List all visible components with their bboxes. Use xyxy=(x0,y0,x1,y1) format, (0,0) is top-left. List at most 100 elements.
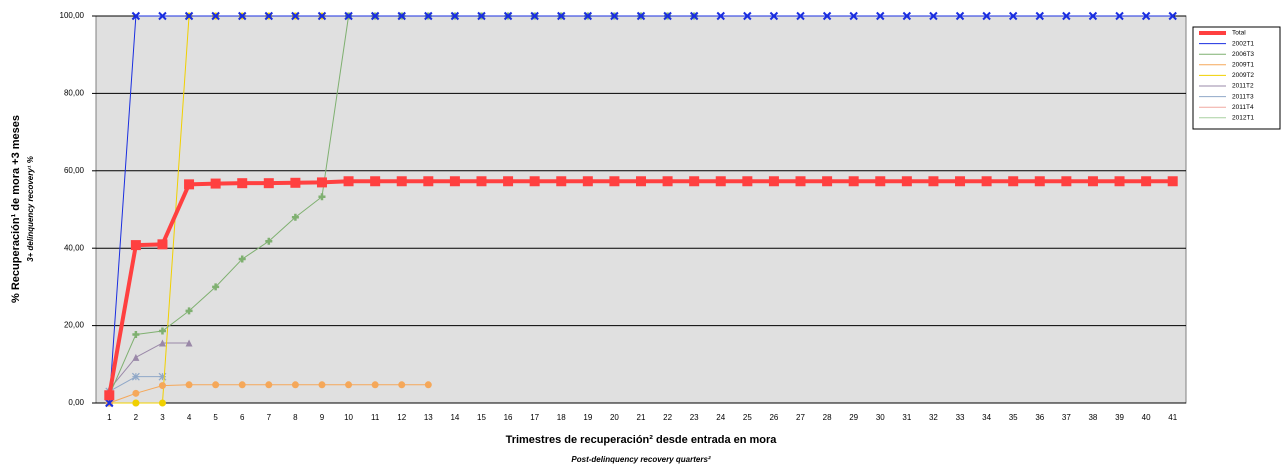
marker xyxy=(317,11,327,21)
marker xyxy=(291,213,299,221)
marker xyxy=(371,381,379,389)
marker xyxy=(263,178,274,189)
y-tick-label: 20,00 xyxy=(64,321,85,330)
marker xyxy=(743,11,752,21)
marker xyxy=(662,176,673,187)
marker xyxy=(158,339,166,347)
marker xyxy=(636,11,646,21)
x-tick-label: 15 xyxy=(477,413,486,422)
x-tick-label: 26 xyxy=(769,413,778,422)
marker xyxy=(1034,176,1045,187)
marker xyxy=(875,176,886,187)
marker xyxy=(318,193,326,201)
marker xyxy=(582,176,593,187)
x-tick-label: 12 xyxy=(397,413,406,422)
marker xyxy=(132,353,140,361)
marker xyxy=(822,11,832,21)
x-tick-label: 4 xyxy=(187,413,192,422)
marker xyxy=(583,11,593,21)
marker xyxy=(477,11,486,21)
marker xyxy=(955,176,966,187)
x-tick-label: 34 xyxy=(982,413,991,422)
marker xyxy=(370,11,380,21)
marker xyxy=(343,176,354,187)
x-tick-label: 24 xyxy=(716,413,725,422)
marker xyxy=(264,11,274,21)
marker xyxy=(876,11,885,21)
y-tick-label: 100,00 xyxy=(60,11,85,20)
marker xyxy=(132,331,140,339)
marker xyxy=(104,390,115,401)
marker xyxy=(131,11,141,21)
x-tick-label: 3 xyxy=(160,413,165,422)
marker xyxy=(185,339,193,347)
marker xyxy=(265,381,273,389)
marker xyxy=(344,11,353,21)
x-axis-subtitle: Post-delinquency recovery quarters² xyxy=(571,455,710,464)
x-tick-label: 8 xyxy=(293,413,298,422)
marker xyxy=(1167,176,1178,187)
marker xyxy=(928,176,939,187)
marker xyxy=(449,176,460,187)
marker xyxy=(345,381,353,389)
x-tick-label: 9 xyxy=(320,413,325,422)
marker xyxy=(848,176,859,187)
marker xyxy=(158,327,166,335)
marker xyxy=(982,11,991,21)
legend-label: 2006T3 xyxy=(1232,51,1254,58)
x-tick-label: 16 xyxy=(504,413,513,422)
x-tick-label: 29 xyxy=(849,413,858,422)
marker xyxy=(1061,176,1072,187)
marker xyxy=(769,11,779,21)
marker xyxy=(291,11,300,21)
x-tick-label: 35 xyxy=(1009,413,1018,422)
x-tick-label: 37 xyxy=(1062,413,1071,422)
x-tick-label: 38 xyxy=(1088,413,1097,422)
marker xyxy=(530,11,539,21)
y-tick-label: 60,00 xyxy=(64,166,85,175)
x-tick-label: 14 xyxy=(450,413,459,422)
marker xyxy=(901,176,912,187)
legend-label: 2002T1 xyxy=(1232,40,1254,47)
marker xyxy=(105,398,114,408)
marker xyxy=(423,176,434,187)
x-tick-label: 6 xyxy=(240,413,245,422)
marker xyxy=(796,11,805,21)
marker xyxy=(130,240,141,251)
y-axis-subtitle: 3+ delinquency recovery¹ % xyxy=(26,156,35,262)
marker xyxy=(158,11,167,21)
marker xyxy=(238,255,246,263)
marker xyxy=(663,11,672,21)
marker xyxy=(556,176,567,187)
plot-area xyxy=(95,15,1187,404)
x-tick-label: 36 xyxy=(1035,413,1044,422)
legend-label: 2011T3 xyxy=(1232,93,1254,100)
x-tick-label: 27 xyxy=(796,413,805,422)
x-tick-label: 23 xyxy=(690,413,699,422)
legend-label: 2009T1 xyxy=(1232,62,1254,69)
marker xyxy=(1115,11,1124,21)
marker xyxy=(210,178,221,189)
x-tick-label: 20 xyxy=(610,413,619,422)
marker xyxy=(557,11,566,21)
x-tick-label: 21 xyxy=(637,413,646,422)
marker xyxy=(265,237,273,245)
marker xyxy=(184,179,195,190)
marker xyxy=(185,307,193,315)
marker xyxy=(476,176,487,187)
legend-label: 2011T4 xyxy=(1232,104,1254,111)
marker xyxy=(610,11,619,21)
marker xyxy=(237,178,248,189)
marker xyxy=(398,381,406,389)
marker xyxy=(529,176,540,187)
marker xyxy=(1008,11,1018,21)
x-tick-label: 2 xyxy=(134,413,139,422)
marker xyxy=(290,177,301,188)
marker xyxy=(132,399,140,407)
marker xyxy=(1062,11,1071,21)
y-tick-label: 40,00 xyxy=(64,243,85,252)
marker xyxy=(1141,11,1151,21)
marker xyxy=(849,11,858,21)
